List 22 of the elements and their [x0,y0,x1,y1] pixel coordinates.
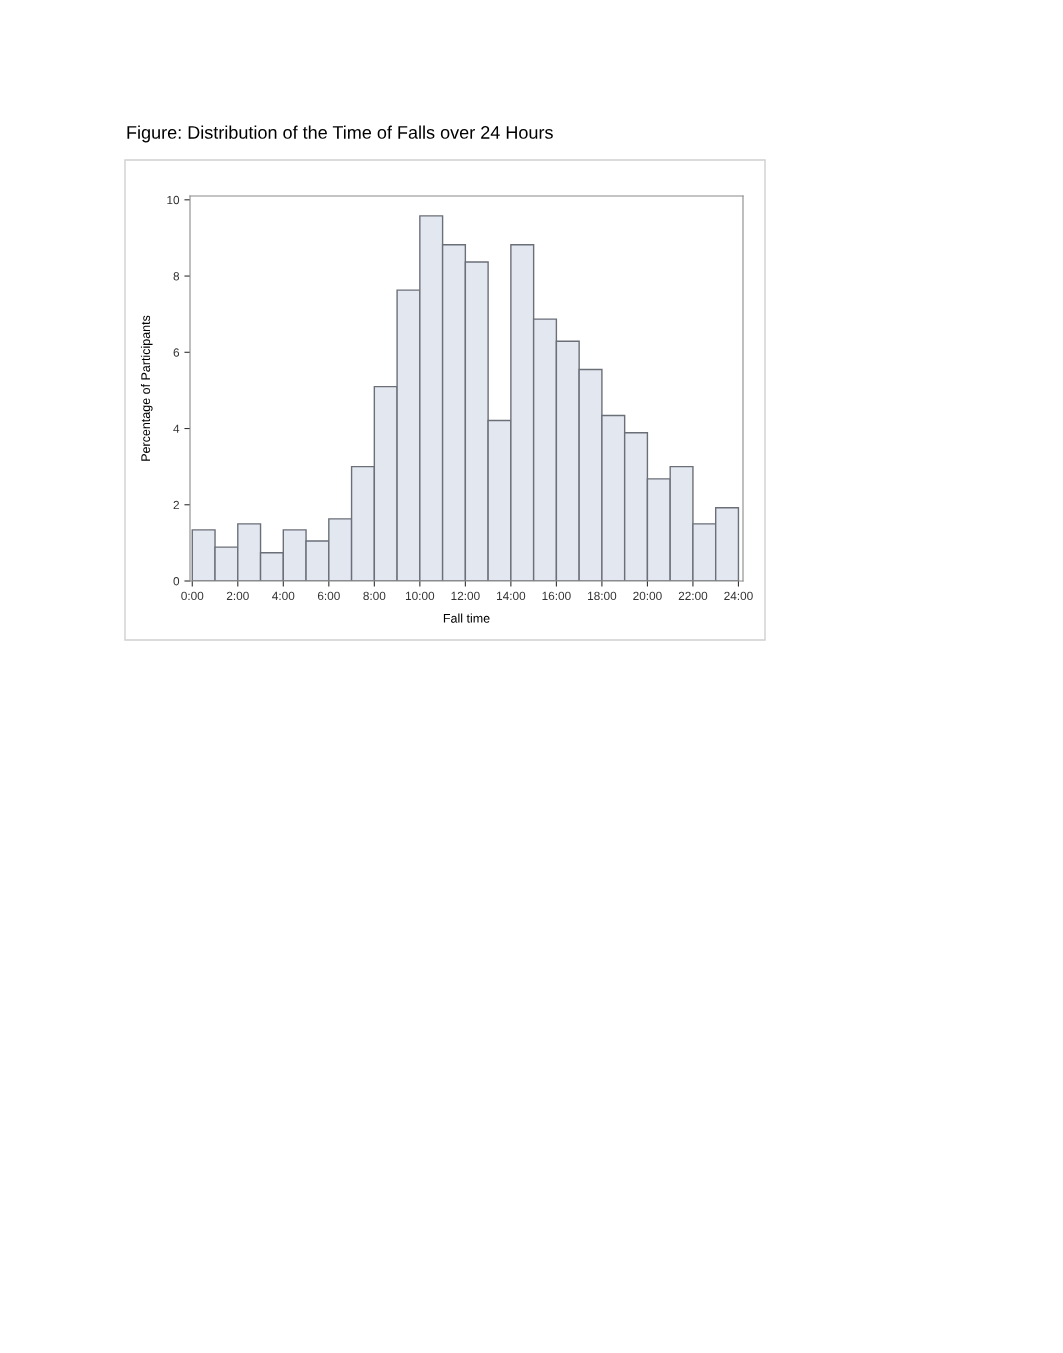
x-tick-label: 24:00 [724,591,753,601]
x-tick-label: 4:00 [272,591,295,601]
x-tick-label: 6:00 [317,591,340,601]
y-tick-label: 0 [173,577,180,586]
x-tick-label: 8:00 [363,591,386,601]
x-tick-label: 10:00 [405,591,435,601]
x-axis-title: Fall time [443,613,490,623]
x-tick-label: 20:00 [633,591,662,601]
x-tick-label: 2:00 [226,591,249,601]
y-axis-title: Percentage of Participants [140,315,153,461]
x-tick-label: 14:00 [497,591,526,601]
x-tick-label: 18:00 [588,591,617,601]
x-tick-label: 12:00 [451,591,480,601]
y-tick-label: 10 [167,195,180,205]
chart-title: Figure: Distribution of the Time of Falls over 24 Hours [127,125,553,143]
y-tick-label: 6 [173,348,180,357]
x-tick-label: 16:00 [542,591,571,601]
y-tick-label: 2 [173,500,179,510]
y-tick-label: 4 [173,424,180,433]
y-tick-label: 8 [173,272,180,281]
x-tick-label: 22:00 [678,591,708,601]
x-tick-label: 0:00 [181,591,204,601]
